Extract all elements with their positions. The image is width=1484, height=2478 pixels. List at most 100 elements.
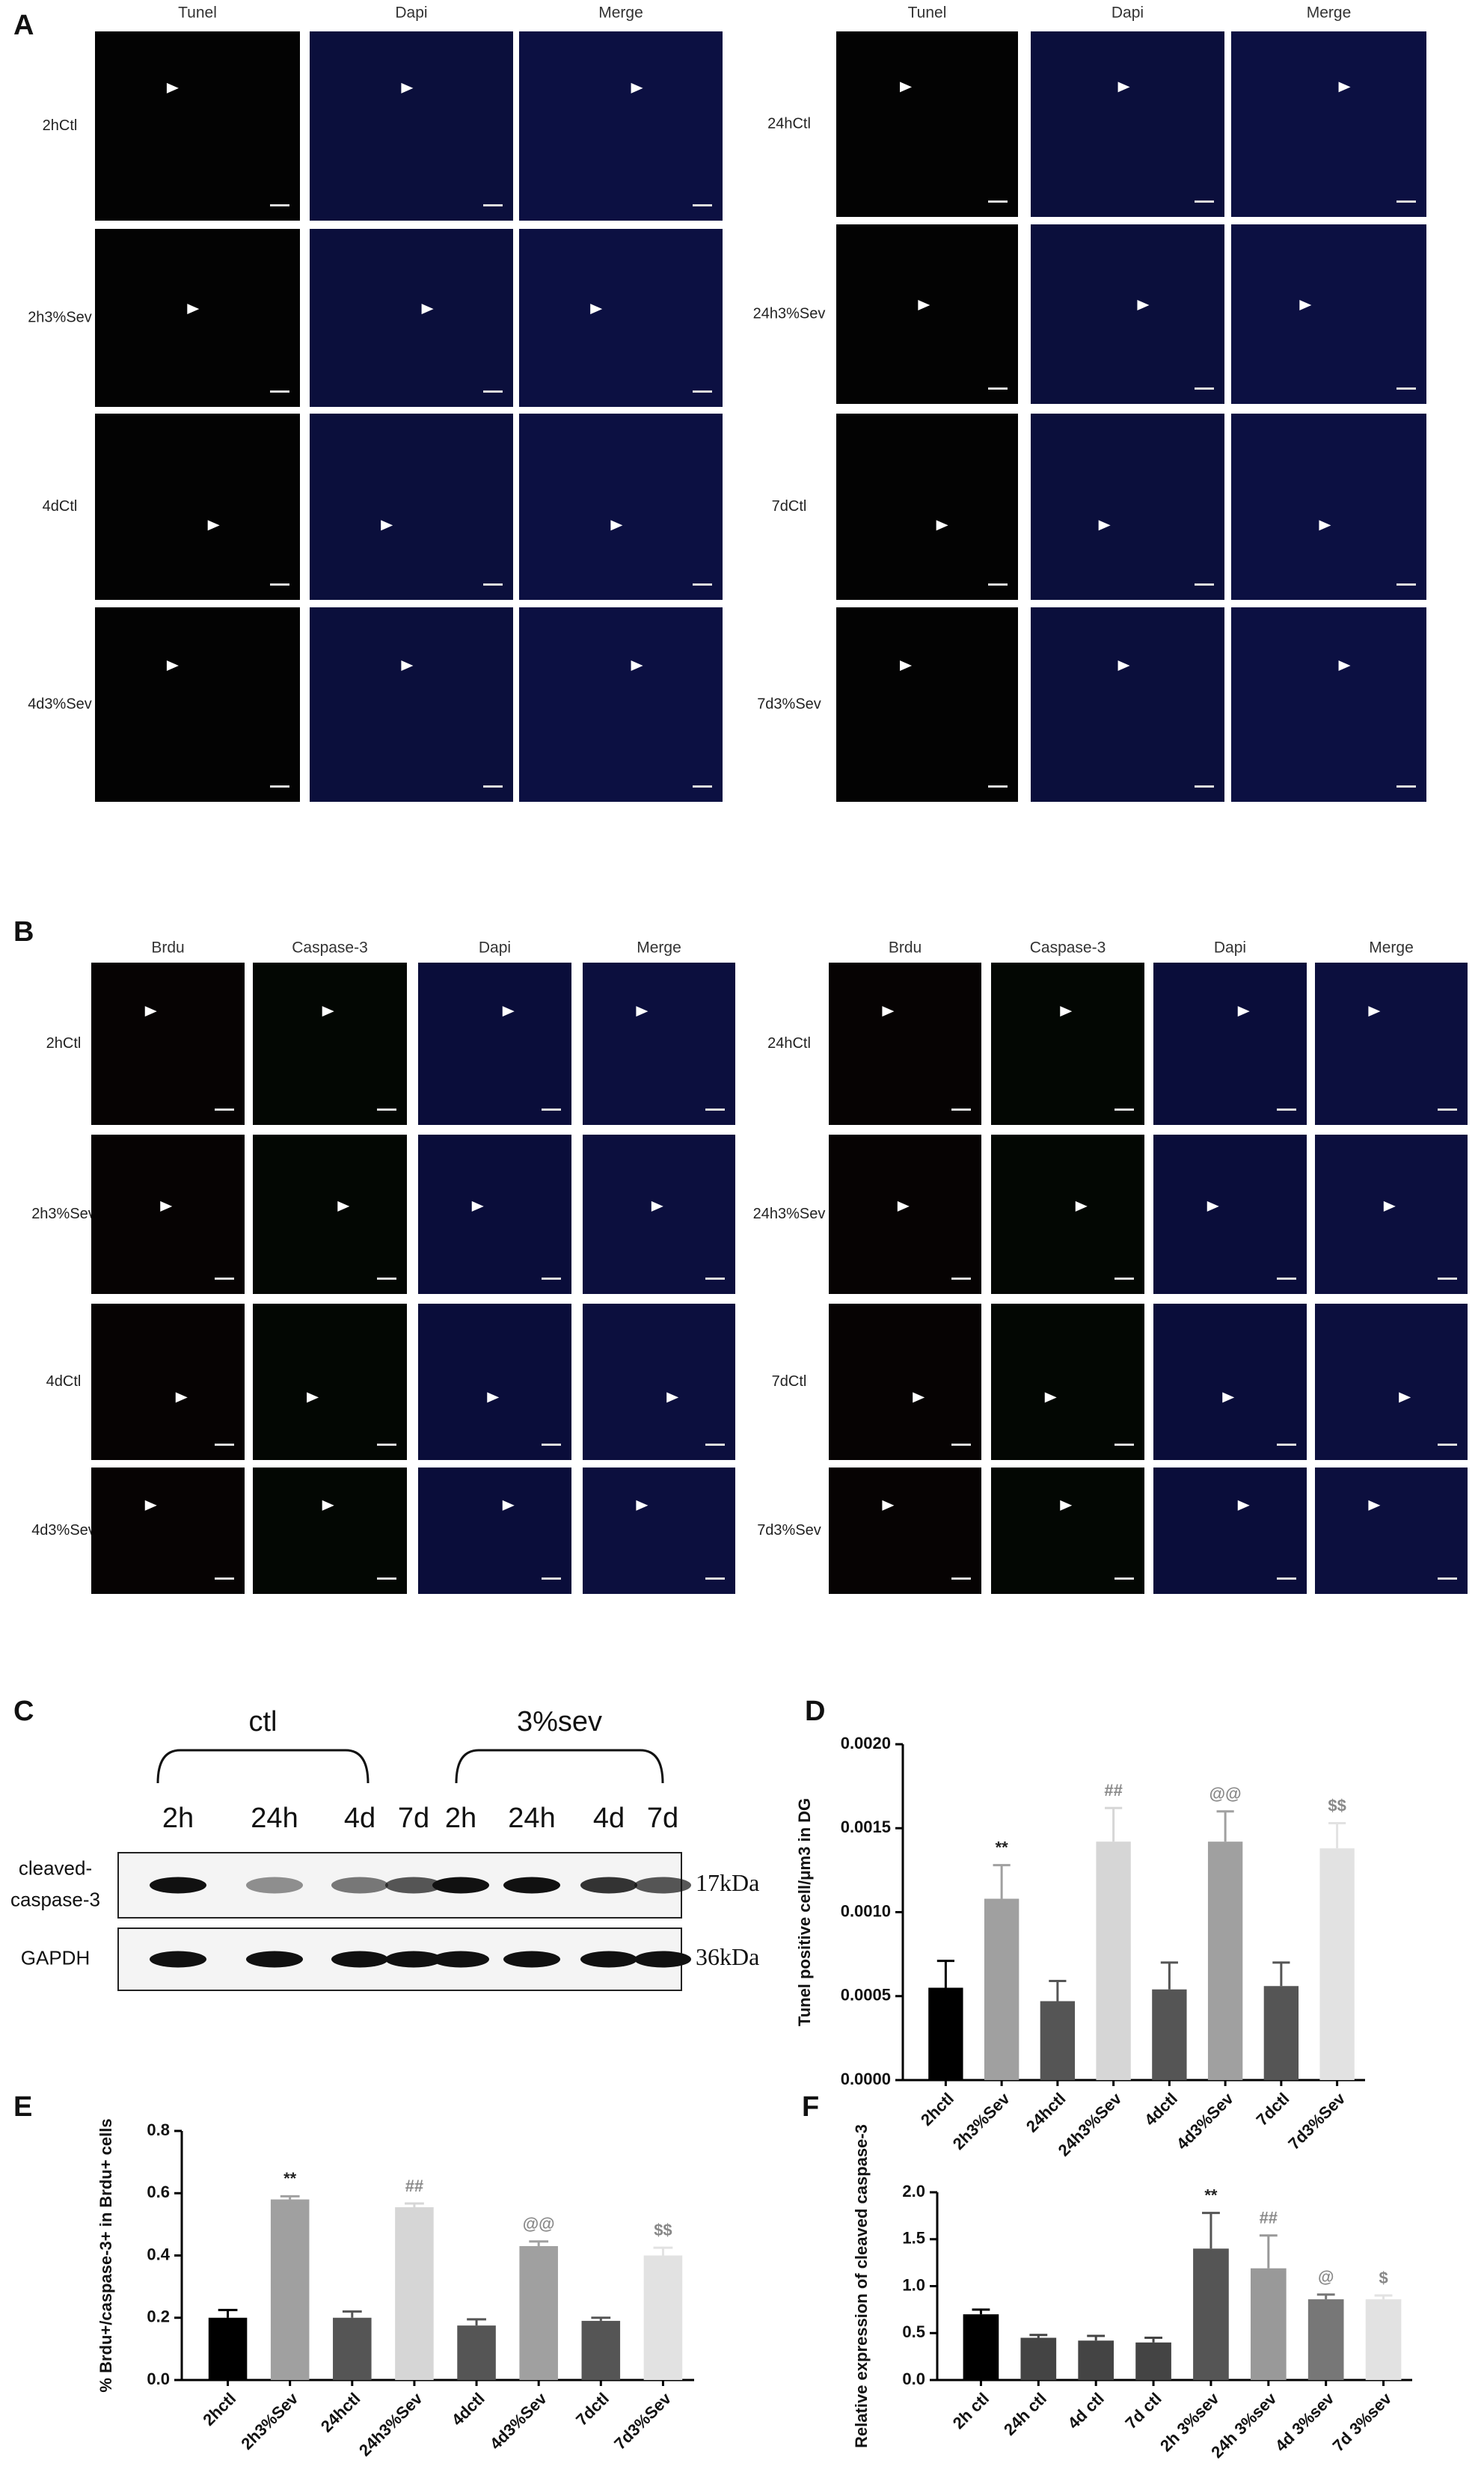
arrow-marker bbox=[913, 1392, 925, 1403]
scale-bar bbox=[377, 1108, 396, 1111]
bar bbox=[519, 2246, 558, 2380]
error-bar bbox=[1087, 2334, 1106, 2341]
arrow-marker bbox=[1206, 1200, 1219, 1212]
blot-band bbox=[503, 1877, 560, 1894]
bar bbox=[1078, 2340, 1114, 2380]
micrograph bbox=[836, 607, 1018, 802]
x-tick-label: 4d 3%sev bbox=[1272, 2388, 1338, 2455]
arrow-marker bbox=[1222, 1392, 1235, 1403]
scale-bar bbox=[951, 1444, 971, 1446]
micrograph bbox=[310, 607, 513, 802]
micrograph bbox=[836, 414, 1018, 600]
error-bar bbox=[1144, 2337, 1162, 2343]
micrograph bbox=[1315, 1304, 1468, 1460]
micrograph bbox=[583, 1135, 735, 1294]
error-bar bbox=[1105, 1806, 1123, 1842]
scale-bar bbox=[270, 583, 289, 586]
lane-label: 2h bbox=[445, 1803, 476, 1834]
scale-bar bbox=[1114, 1577, 1134, 1580]
x-tick-label: 7dctl bbox=[1253, 2089, 1293, 2129]
scale-bar bbox=[1114, 1444, 1134, 1446]
bar bbox=[581, 2320, 621, 2380]
micrograph bbox=[253, 963, 407, 1125]
scale-bar bbox=[693, 785, 712, 788]
bar bbox=[270, 2199, 310, 2380]
arrow-marker bbox=[160, 1200, 173, 1212]
row-label: 24hCtl bbox=[767, 115, 811, 132]
panel-letter: B bbox=[13, 916, 34, 948]
significance-mark: ## bbox=[1260, 2209, 1278, 2227]
micrograph bbox=[95, 229, 300, 407]
scale-bar bbox=[483, 583, 503, 586]
scale-bar bbox=[542, 1108, 561, 1111]
significance-mark: ## bbox=[405, 2177, 423, 2195]
y-tick-label: 1.5 bbox=[902, 2229, 925, 2248]
blot-band bbox=[385, 1951, 442, 1968]
bar bbox=[457, 2325, 496, 2380]
lane-label: 4d bbox=[593, 1803, 625, 1834]
x-tick-label: 7d ctl bbox=[1121, 2389, 1165, 2432]
bar bbox=[1096, 1841, 1131, 2080]
y-tick-label: 0.2 bbox=[147, 2307, 170, 2326]
blot-band bbox=[503, 1951, 560, 1968]
scale-bar bbox=[1114, 1108, 1134, 1111]
scale-bar bbox=[1277, 1108, 1296, 1111]
arrow-marker bbox=[882, 1006, 895, 1017]
error-bar bbox=[280, 2195, 300, 2200]
scale-bar bbox=[1195, 785, 1214, 788]
column-header: Caspase-3 bbox=[1030, 939, 1106, 957]
blot-band bbox=[246, 1951, 303, 1968]
micrograph bbox=[91, 1468, 245, 1594]
arrow-marker bbox=[175, 1392, 188, 1403]
error-bar bbox=[218, 2308, 238, 2318]
band-label: GAPDH bbox=[21, 1946, 90, 1969]
micrograph bbox=[91, 963, 245, 1125]
scale-bar bbox=[705, 1108, 725, 1111]
error-bar bbox=[467, 2318, 486, 2326]
significance-mark: @@ bbox=[1209, 1785, 1242, 1803]
x-tick-label: 2h ctl bbox=[949, 2389, 993, 2432]
arrow-marker bbox=[636, 1500, 649, 1511]
micrograph bbox=[829, 1135, 981, 1294]
column-header: Merge bbox=[598, 4, 643, 22]
panel-letter: C bbox=[13, 1696, 34, 1727]
bar bbox=[963, 2314, 999, 2380]
arrow-marker bbox=[897, 1200, 910, 1212]
significance-mark: $$ bbox=[1328, 1796, 1346, 1815]
scale-bar bbox=[483, 390, 503, 393]
scale-bar bbox=[693, 583, 712, 586]
x-tick-label: 24h3%Sev bbox=[355, 2388, 426, 2459]
error-bar bbox=[1160, 1961, 1178, 1990]
scale-bar bbox=[1277, 1444, 1296, 1446]
arrow-marker bbox=[401, 82, 414, 93]
micrograph bbox=[1153, 1135, 1307, 1294]
bar bbox=[1250, 2268, 1287, 2380]
scale-bar bbox=[951, 1108, 971, 1111]
error-bar bbox=[591, 2316, 611, 2321]
arrow-marker bbox=[144, 1500, 157, 1511]
arrow-marker bbox=[918, 300, 930, 310]
x-tick-label: 7d3%Sev bbox=[1284, 2088, 1349, 2153]
micrograph bbox=[519, 414, 723, 600]
arrow-marker bbox=[502, 1006, 515, 1017]
scale-bar bbox=[705, 1278, 725, 1280]
x-tick-label: 24hctl bbox=[1022, 2089, 1070, 2136]
arrow-marker bbox=[651, 1200, 663, 1212]
arrow-marker bbox=[166, 660, 179, 671]
scale-bar bbox=[1277, 1577, 1296, 1580]
micrograph bbox=[95, 607, 300, 802]
panel-letter: F bbox=[802, 2091, 819, 2123]
arrow-marker bbox=[900, 82, 913, 93]
scale-bar bbox=[377, 1444, 396, 1446]
error-bar bbox=[342, 2310, 362, 2318]
bar bbox=[333, 2317, 372, 2380]
bar bbox=[1365, 2299, 1402, 2380]
arrow-marker bbox=[401, 660, 414, 671]
y-axis-label: % Brdu+/caspase-3+ in Brdu+ cells bbox=[96, 2118, 115, 2392]
micrograph bbox=[836, 31, 1018, 217]
micrograph bbox=[1231, 414, 1426, 600]
row-label: 7d3%Sev bbox=[757, 1522, 821, 1539]
error-bar bbox=[1259, 2234, 1278, 2269]
y-tick-label: 0.6 bbox=[147, 2183, 170, 2201]
